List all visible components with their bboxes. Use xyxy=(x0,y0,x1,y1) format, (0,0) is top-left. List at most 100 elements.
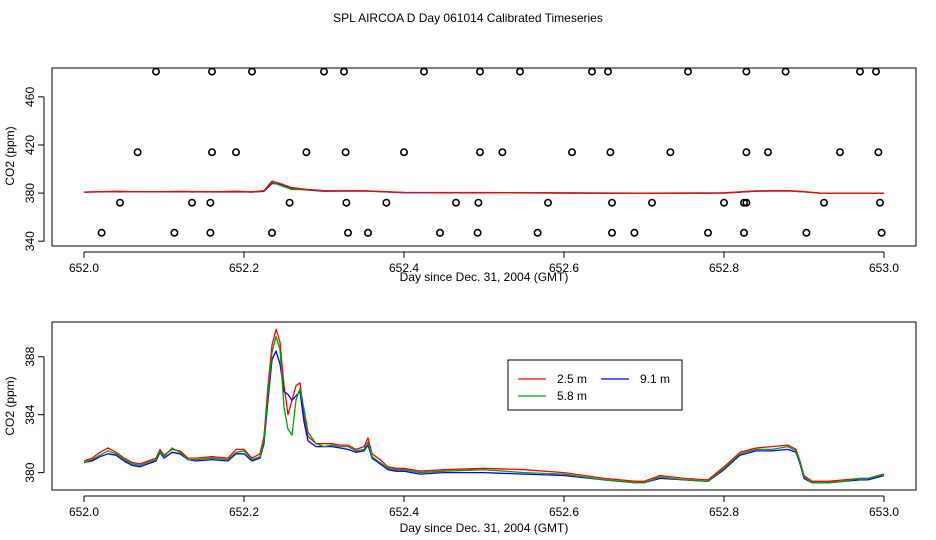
scatter-point xyxy=(607,228,616,237)
scatter-point xyxy=(341,148,350,157)
scatter-point xyxy=(666,148,675,157)
y-tick-label: 340 xyxy=(23,231,37,251)
scatter-point xyxy=(97,228,106,237)
scatter-point xyxy=(474,198,483,207)
scatter-point xyxy=(285,198,294,207)
series-line-2-5-m xyxy=(83,328,885,482)
series-line-5-8-m xyxy=(83,335,885,484)
scatter-point xyxy=(874,148,883,157)
scatter-point xyxy=(339,67,348,76)
scatter-point xyxy=(587,67,596,76)
y-tick-label: 420 xyxy=(23,135,37,155)
top-panel: 652.0 652.2 652.4 652.6 652.8 653.0 340 380 420 4… xyxy=(3,67,917,284)
scatter-point xyxy=(498,148,507,157)
scatter-point xyxy=(475,148,484,157)
scatter-point xyxy=(435,228,444,237)
scatter-point xyxy=(342,198,351,207)
scatter-point xyxy=(267,228,276,237)
top-chart-axes: 652.0 652.2 652.4 652.6 652.8 653.0 340 380 420 4… xyxy=(23,87,899,275)
scatter-point xyxy=(647,198,656,207)
scatter-point xyxy=(835,148,844,157)
bottom-x-axis-label: Day since Dec. 31, 2004 (GMT) xyxy=(400,521,569,535)
scatter-point xyxy=(170,228,179,237)
scatter-point xyxy=(206,198,215,207)
top-plot-frame xyxy=(51,67,917,247)
top-x-axis-label: Day since Dec. 31, 2004 (GMT) xyxy=(400,270,569,284)
scatter-point xyxy=(208,148,217,157)
scatter-point xyxy=(302,148,311,157)
y-tick-label: 384 xyxy=(23,404,37,424)
top-y-axis-label: CO2 (ppm) xyxy=(3,126,17,185)
scatter-point xyxy=(206,228,215,237)
scatter-point xyxy=(475,67,484,76)
x-tick-label: 652.6 xyxy=(549,505,579,519)
x-tick-label: 652.2 xyxy=(229,505,259,519)
bottom-plot-frame xyxy=(51,321,917,491)
y-tick-label: 380 xyxy=(23,183,37,203)
legend-box xyxy=(507,359,683,411)
x-tick-label: 653.0 xyxy=(869,505,899,519)
x-tick-label: 652.4 xyxy=(389,505,419,519)
bottom-chart-marks xyxy=(83,328,885,484)
scatter-point xyxy=(739,198,748,207)
scatter-point xyxy=(382,198,391,207)
scatter-point xyxy=(473,228,482,237)
scatter-point xyxy=(871,67,880,76)
bottom-chart-axes: 652.0 652.2 652.4 652.6 652.8 653.0 380 384 388 xyxy=(23,346,899,519)
x-tick-label: 652.4 xyxy=(389,261,419,275)
legend-label-9-1m: 9.1 m xyxy=(640,372,670,386)
scatter-point xyxy=(819,198,828,207)
scatter-point xyxy=(133,148,142,157)
y-tick-label: 388 xyxy=(23,346,37,366)
scatter-point xyxy=(533,228,542,237)
bottom-panel: 652.0 652.2 652.4 652.6 652.8 653.0380384388 … xyxy=(3,321,917,535)
top-chart-marks xyxy=(83,67,886,237)
x-tick-label: 652.0 xyxy=(69,261,99,275)
scatter-point xyxy=(152,67,161,76)
scatter-point xyxy=(763,148,772,157)
scatter-point xyxy=(567,148,576,157)
scatter-point xyxy=(781,67,790,76)
scatter-point xyxy=(188,198,197,207)
scatter-point xyxy=(515,67,524,76)
bottom-y-axis-label: CO2 (ppm) xyxy=(3,376,17,435)
scatter-point xyxy=(232,148,241,157)
scatter-point xyxy=(419,67,428,76)
y-tick-label: 380 xyxy=(23,462,37,482)
y-tick-label: 460 xyxy=(23,87,37,107)
scatter-point xyxy=(855,67,864,76)
series-line-ff0000 xyxy=(83,180,884,194)
scatter-point xyxy=(363,228,372,237)
scatter-point xyxy=(603,67,612,76)
scatter-point xyxy=(719,198,728,207)
scatter-point xyxy=(739,228,748,237)
scatter-point xyxy=(343,228,352,237)
scatter-point xyxy=(683,67,692,76)
scatter-point xyxy=(208,67,217,76)
scatter-point xyxy=(319,67,328,76)
series-line-9-1-m xyxy=(83,350,885,484)
scatter-point xyxy=(607,198,616,207)
x-tick-label: 652.2 xyxy=(229,261,259,275)
scatter-point xyxy=(742,148,751,157)
scatter-point xyxy=(877,228,886,237)
x-tick-label: 652.8 xyxy=(709,505,739,519)
scatter-point xyxy=(630,228,639,237)
scatter-point xyxy=(742,67,751,76)
scatter-point xyxy=(248,67,257,76)
scatter-point xyxy=(703,228,712,237)
x-tick-label: 652.6 xyxy=(549,261,579,275)
scatter-point xyxy=(543,198,552,207)
x-tick-label: 653.0 xyxy=(869,261,899,275)
scatter-point xyxy=(802,228,811,237)
scatter-point xyxy=(451,198,460,207)
scatter-point xyxy=(606,148,615,157)
x-tick-label: 652.0 xyxy=(69,505,99,519)
scatter-point xyxy=(742,198,751,207)
scatter-point xyxy=(116,198,125,207)
figure-title: SPL AIRCOA D Day 061014 Calibrated Times… xyxy=(333,11,603,25)
x-tick-label: 652.8 xyxy=(709,261,739,275)
scatter-point xyxy=(399,148,408,157)
scatter-point xyxy=(875,198,884,207)
